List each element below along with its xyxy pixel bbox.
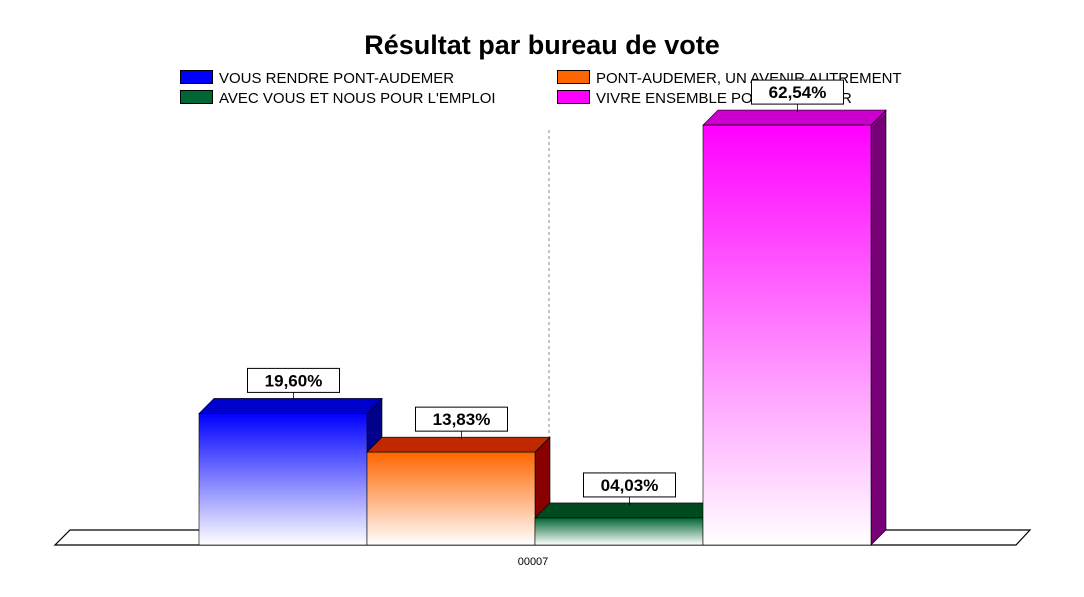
bar-top: [702, 109, 887, 126]
bar-group: 19,60%: [198, 367, 383, 546]
bar-group: 04,03%: [534, 472, 719, 546]
legend-swatch: [557, 90, 590, 104]
bar: [366, 451, 536, 546]
legend-item-vous-rendre: VOUS RENDRE PONT-AUDEMER: [180, 70, 454, 87]
x-tick-label: 00007: [518, 556, 549, 568]
legend-item-avec-vous: AVEC VOUS ET NOUS POUR L'EMPLOI: [180, 90, 496, 107]
bar-top: [534, 502, 719, 519]
bar-side: [870, 109, 887, 546]
legend-swatch: [180, 90, 213, 104]
legend-label: VOUS RENDRE PONT-AUDEMER: [219, 70, 455, 87]
data-label-box: [583, 472, 676, 498]
data-label-box: [751, 79, 844, 105]
data-label-box: [415, 406, 508, 432]
data-label-box: [247, 367, 340, 393]
data-label: 19,60%: [265, 371, 323, 390]
chart-title: Résultat par bureau de vote: [364, 30, 720, 60]
legend-label: AVEC VOUS ET NOUS POUR L'EMPLOI: [219, 90, 496, 107]
bar: [702, 124, 872, 546]
bar: [198, 413, 368, 546]
bar-group: 62,54%: [702, 79, 887, 546]
bar-top: [366, 436, 551, 453]
data-label: 13,83%: [433, 410, 491, 429]
bar: [534, 517, 704, 546]
legend-swatch: [180, 70, 213, 84]
bar-group: 13,83%: [366, 406, 551, 546]
legend-swatch: [557, 70, 590, 84]
bar-top: [198, 398, 383, 414]
data-label: 62,54%: [769, 83, 827, 102]
data-label: 04,03%: [601, 476, 659, 495]
